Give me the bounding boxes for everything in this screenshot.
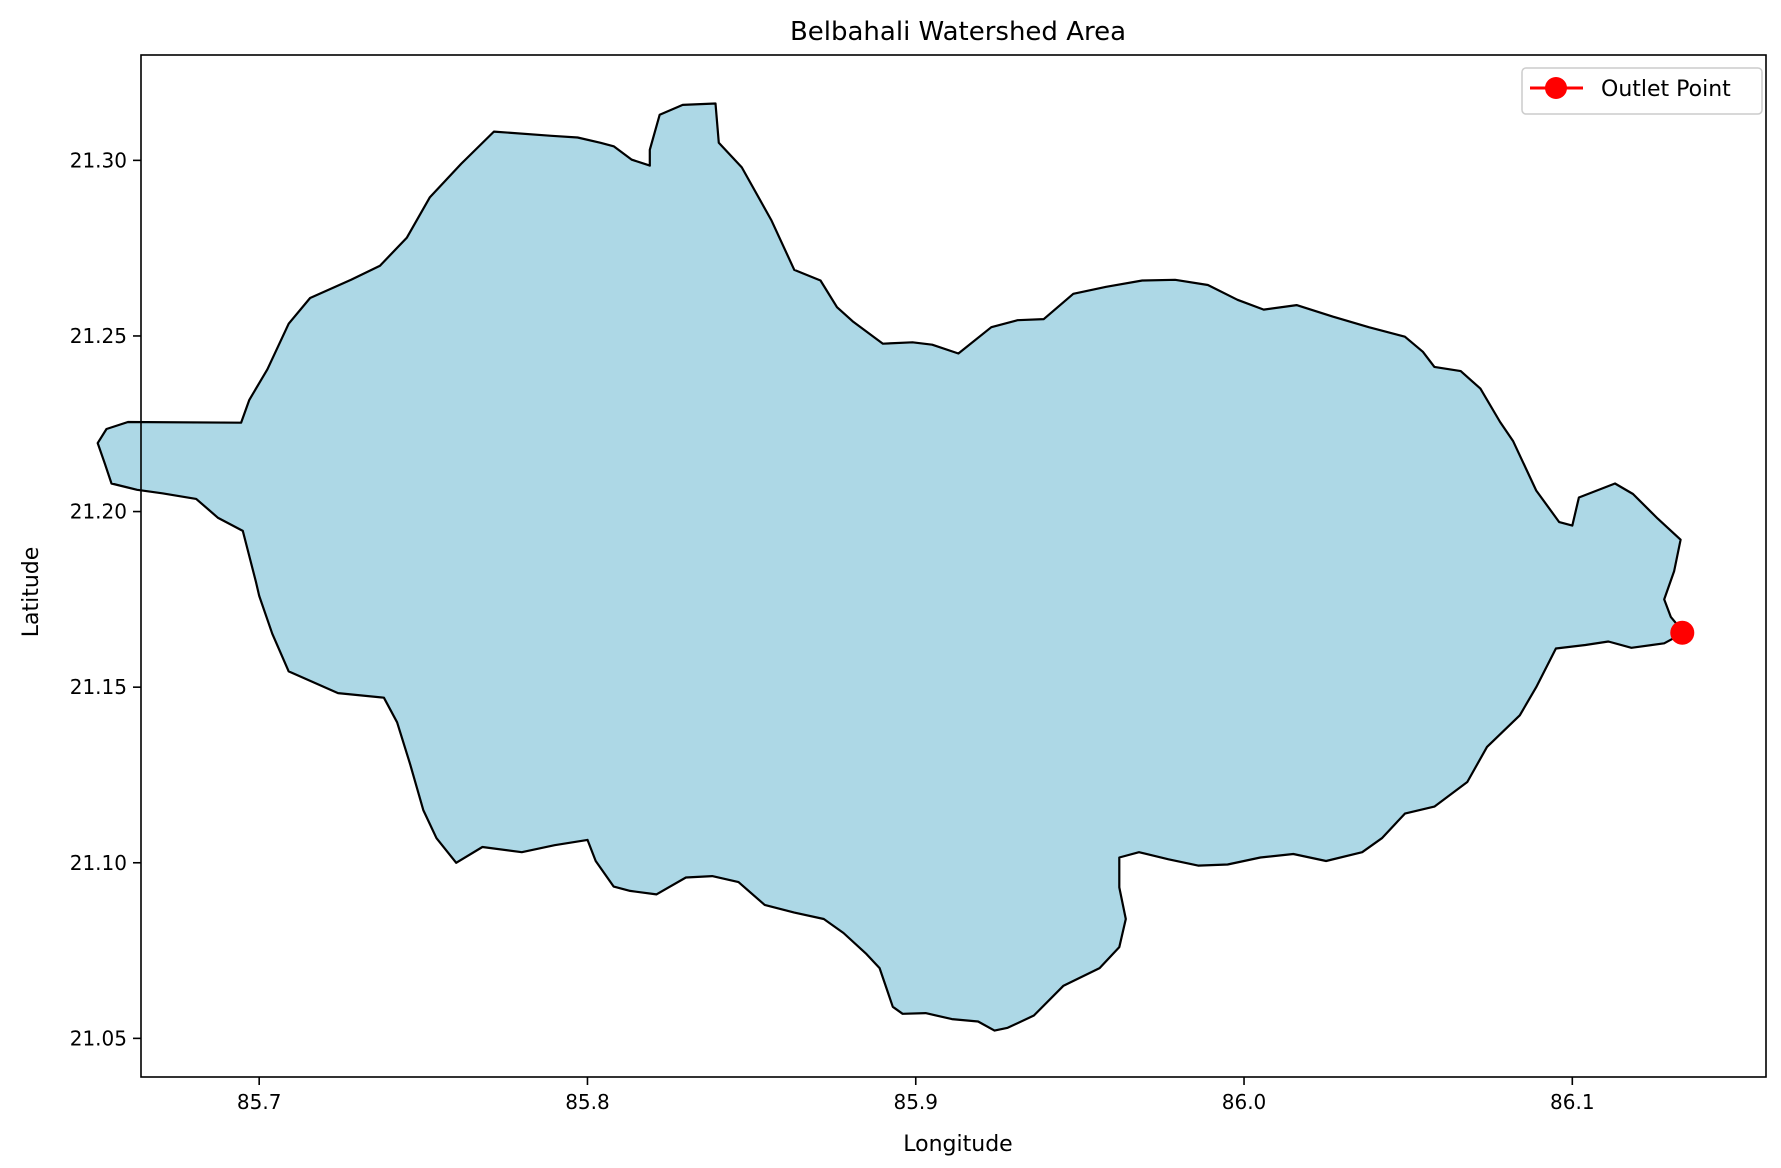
x-tick-label: 86.1 [1550,1090,1595,1114]
watershed-polygon [96,102,1686,1032]
legend-marker-outlet [1545,77,1567,99]
x-tick-label: 85.9 [893,1090,938,1114]
y-tick-label: 21.25 [70,324,127,348]
y-axis-label: Latitude [19,547,44,638]
outlet-point-marker [1670,620,1695,645]
legend-label-outlet: Outlet Point [1601,77,1731,102]
y-tick-label: 21.05 [70,1026,127,1050]
legend: Outlet Point [1521,67,1763,115]
x-tick-label: 85.7 [237,1090,282,1114]
y-tick-label: 21.10 [70,851,127,875]
chart-title: Belbahali Watershed Area [790,17,1126,47]
plot-area [96,54,1767,1078]
axis-ticks: 85.7 85.8 85.9 86.0 86.1 21.05 21.10 21.15 21.20… [70,148,1595,1114]
x-tick-label: 86.0 [1222,1090,1267,1114]
x-axis-label: Longitude [903,1132,1012,1157]
x-tick-label: 85.8 [565,1090,610,1114]
plot-frame [140,54,1767,1078]
legend-box [1521,67,1763,115]
y-tick-label: 21.20 [70,500,127,524]
y-tick-label: 21.30 [70,148,127,172]
y-tick-label: 21.15 [70,675,127,699]
